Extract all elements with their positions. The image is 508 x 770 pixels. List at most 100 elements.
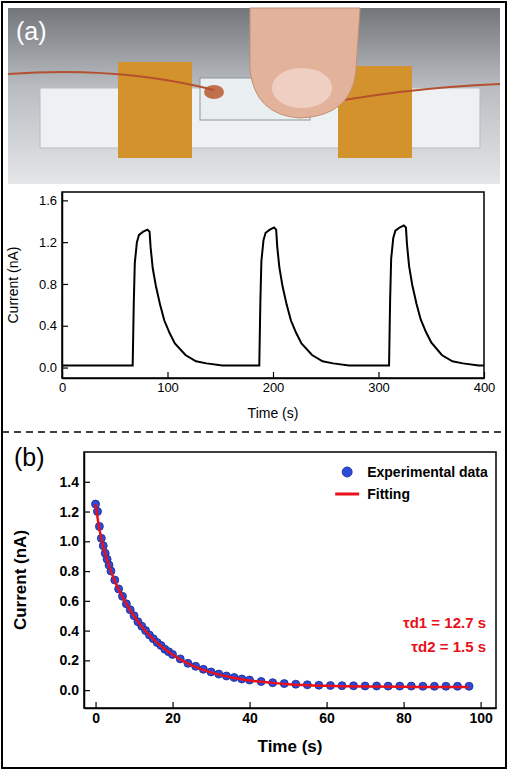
axis: 0 100 200 300 400 bbox=[59, 372, 495, 395]
annotation: τd1 = 12.7 s bbox=[403, 614, 486, 631]
tick-label: 400 bbox=[474, 380, 496, 395]
tick-mark bbox=[84, 571, 90, 572]
figure: 01002003004000.00.40.81.21.6Time (s)Curr… bbox=[0, 0, 508, 770]
tick: 0.6 bbox=[60, 593, 90, 609]
axis: 0.0 0.4 0.8 1.2 1.6 bbox=[39, 193, 68, 379]
tick-mark bbox=[273, 372, 274, 378]
tick-mark bbox=[84, 601, 90, 602]
tick: 0.0 bbox=[60, 682, 90, 698]
thumb bbox=[250, 8, 360, 118]
tick-label: 1.2 bbox=[39, 235, 57, 250]
tick: 1.2 bbox=[60, 504, 90, 520]
tick: 60 bbox=[319, 702, 335, 726]
tick-label: 1.6 bbox=[39, 193, 57, 208]
tick-mark bbox=[84, 631, 90, 632]
axis: 0 20 40 60 80 100 bbox=[85, 702, 497, 726]
tick-mark bbox=[326, 702, 327, 708]
legend-label: Fitting bbox=[367, 486, 410, 502]
tick: 20 bbox=[165, 702, 181, 726]
tick-label: 20 bbox=[165, 710, 181, 726]
x-axis-title: Time (s) bbox=[248, 405, 299, 421]
plot-area bbox=[62, 225, 484, 365]
tick: 0 bbox=[92, 702, 100, 726]
tick: 0.8 bbox=[39, 277, 68, 292]
axis-line bbox=[62, 193, 64, 379]
chart: 0 100 200 300 400 0.0 0.4 0.8 1.2 1.6 Time (s) Curr… bbox=[5, 17, 495, 421]
tick: 200 bbox=[263, 372, 285, 395]
x-axis-title: Time (s) bbox=[258, 737, 323, 756]
tape bbox=[118, 62, 192, 158]
legend-label: Experimental data bbox=[367, 464, 488, 480]
legend: Experimental data Fitting bbox=[335, 464, 488, 502]
tick: 1.0 bbox=[60, 533, 90, 549]
annotation: τd2 = 1.5 s bbox=[411, 638, 486, 655]
tick-label: 0 bbox=[59, 380, 66, 395]
tick-mark bbox=[62, 284, 68, 285]
tick-mark bbox=[84, 541, 90, 542]
tick-mark bbox=[62, 326, 68, 327]
tick: 300 bbox=[368, 372, 390, 395]
tick: 0.8 bbox=[60, 563, 90, 579]
tick: 0.4 bbox=[60, 623, 90, 639]
tick-label: 40 bbox=[242, 710, 258, 726]
tick-label: 0.2 bbox=[60, 652, 80, 668]
tick-label: 0.0 bbox=[39, 360, 57, 375]
tick-mark bbox=[249, 702, 250, 708]
photo bbox=[8, 8, 500, 184]
photo-background bbox=[8, 8, 500, 184]
tick-mark bbox=[95, 702, 96, 708]
thumbnail bbox=[272, 68, 332, 108]
tick-label: 1.4 bbox=[60, 474, 80, 490]
tick-label: 100 bbox=[157, 380, 179, 395]
chart: 0 20 40 60 80 100 0.0 0.2 0.4 0.6 0.8 1.0 1.2 1.4 Time… bbox=[11, 443, 497, 756]
data-line bbox=[62, 225, 484, 365]
tick: 1.6 bbox=[39, 193, 68, 208]
tick: 0.2 bbox=[60, 652, 90, 668]
tick: 400 bbox=[474, 372, 496, 395]
tick-mark bbox=[172, 702, 173, 708]
plot-background bbox=[62, 192, 484, 378]
tick-mark bbox=[84, 660, 90, 661]
y-axis-title: Current (nA) bbox=[11, 530, 30, 630]
tick: 1.2 bbox=[39, 235, 68, 250]
tick-mark bbox=[167, 372, 168, 378]
axis: 0.0 0.2 0.4 0.6 0.8 1.0 1.2 1.4 bbox=[60, 453, 90, 709]
tick: 80 bbox=[396, 702, 412, 726]
plot-frame bbox=[62, 192, 484, 378]
axis-line bbox=[84, 453, 86, 709]
tick-label: 1.2 bbox=[60, 504, 80, 520]
plot-background bbox=[84, 452, 496, 708]
legend-marker bbox=[342, 467, 352, 477]
tick-mark bbox=[484, 372, 485, 378]
panel-label: (b) bbox=[14, 443, 45, 471]
electrode bbox=[204, 85, 224, 99]
tick-label: 0.8 bbox=[39, 277, 57, 292]
tick-mark bbox=[62, 200, 68, 201]
tick-label: 0.0 bbox=[60, 682, 80, 698]
tick-label: 0 bbox=[92, 710, 100, 726]
tick-mark bbox=[403, 702, 404, 708]
tick-mark bbox=[84, 511, 90, 512]
tick: 40 bbox=[242, 702, 258, 726]
tick-label: 0.4 bbox=[39, 318, 57, 333]
tick-label: 0.4 bbox=[60, 623, 80, 639]
tick: 1.4 bbox=[60, 474, 90, 490]
axis-line bbox=[85, 708, 497, 710]
tick: 0.0 bbox=[39, 360, 68, 375]
figure-border bbox=[2, 2, 506, 768]
legend-item: Experimental data bbox=[342, 464, 488, 480]
tick-label: 0.6 bbox=[60, 593, 80, 609]
tick-label: 200 bbox=[263, 380, 285, 395]
tick-label: 300 bbox=[368, 380, 390, 395]
tick-mark bbox=[62, 242, 68, 243]
tick-mark bbox=[84, 690, 90, 691]
tick-label: 100 bbox=[469, 710, 493, 726]
tick-label: 80 bbox=[396, 710, 412, 726]
y-axis-title: Current (nA) bbox=[5, 246, 21, 323]
tick-label: 0.8 bbox=[60, 563, 80, 579]
tick-label: 60 bbox=[319, 710, 335, 726]
tick-label: 1.0 bbox=[60, 533, 80, 549]
tick: 100 bbox=[469, 702, 493, 726]
tick-mark bbox=[480, 702, 481, 708]
tick-mark bbox=[84, 482, 90, 483]
